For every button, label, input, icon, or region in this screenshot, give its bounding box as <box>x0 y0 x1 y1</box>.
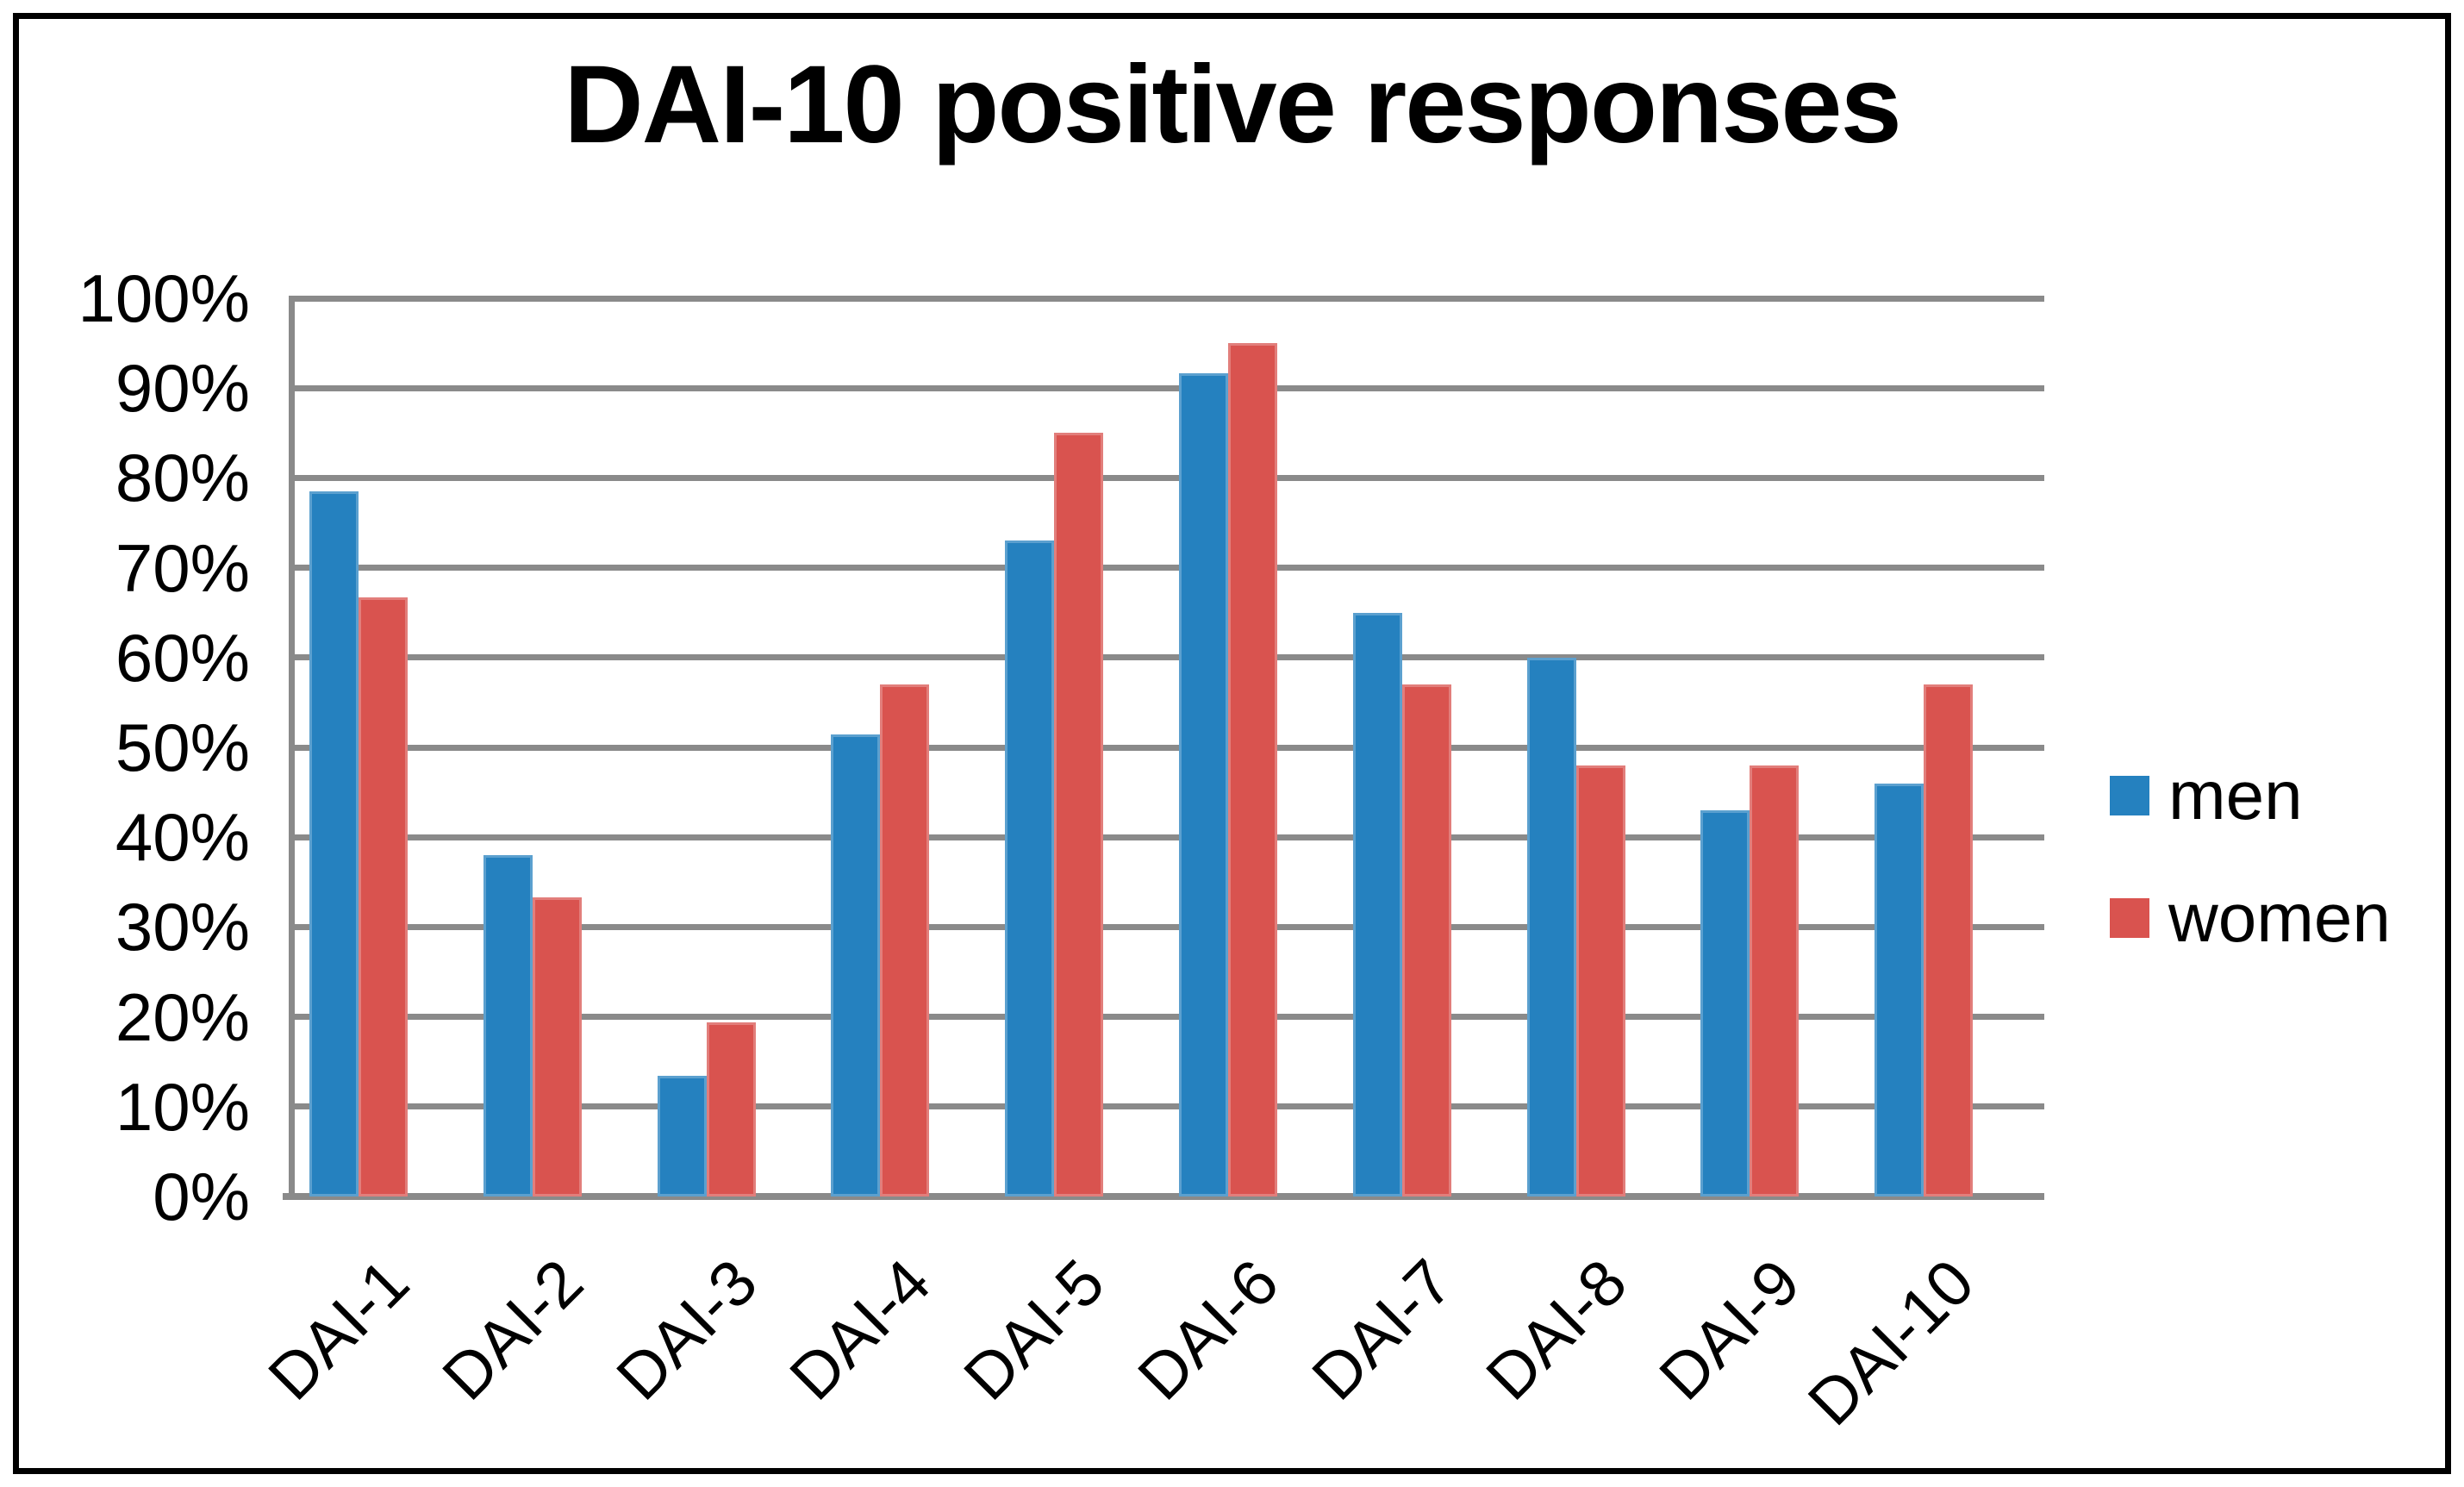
gridline-80 <box>289 474 2044 481</box>
bar-men-DAI-5 <box>1005 540 1055 1196</box>
legend-item-women: women <box>2110 881 2391 955</box>
bar-women-DAI-5 <box>1054 433 1104 1196</box>
legend-item-men: men <box>2110 759 2303 833</box>
gridline-30 <box>289 923 2044 930</box>
x-axis-line <box>283 1193 2044 1200</box>
bar-men-DAI-2 <box>483 855 533 1196</box>
bar-women-DAI-7 <box>1401 684 1451 1196</box>
gridline-20 <box>289 1014 2044 1021</box>
y-tick-label-20: 20% <box>115 978 250 1055</box>
bar-women-DAI-2 <box>532 897 582 1196</box>
y-tick-label-40: 40% <box>115 799 250 876</box>
bar-men-DAI-10 <box>1875 783 1924 1196</box>
plot-area <box>283 295 2044 1200</box>
men-series-swatch <box>2110 776 2149 815</box>
bar-women-DAI-1 <box>359 597 408 1196</box>
y-tick-label-80: 80% <box>115 440 250 516</box>
bar-women-DAI-8 <box>1575 765 1625 1196</box>
y-tick-label-70: 70% <box>115 529 250 606</box>
bar-men-DAI-6 <box>1179 372 1228 1196</box>
bar-men-DAI-3 <box>657 1076 707 1196</box>
y-tick-label-50: 50% <box>115 709 250 785</box>
bar-women-DAI-9 <box>1750 765 1800 1196</box>
bar-men-DAI-9 <box>1700 809 1750 1196</box>
y-tick-label-10: 10% <box>115 1068 250 1145</box>
bar-men-DAI-8 <box>1526 657 1576 1196</box>
bar-women-DAI-6 <box>1228 343 1277 1196</box>
y-tick-label-30: 30% <box>115 889 250 965</box>
chart-title: DAI-10 positive responses <box>564 43 1902 166</box>
bar-men-DAI-1 <box>309 491 359 1196</box>
y-tick-label-100: 100% <box>78 260 251 336</box>
gridline-50 <box>289 744 2044 751</box>
gridline-70 <box>289 565 2044 572</box>
bar-men-DAI-4 <box>831 734 881 1196</box>
gridline-40 <box>289 834 2044 840</box>
women-series-swatch <box>2110 898 2149 938</box>
women-series-label: women <box>2168 879 2391 956</box>
gridline-10 <box>289 1103 2044 1110</box>
y-tick-label-0: 0% <box>153 1159 250 1234</box>
gridline-100 <box>289 295 2044 302</box>
bar-women-DAI-10 <box>1924 684 1974 1196</box>
bar-men-DAI-7 <box>1352 612 1402 1196</box>
men-series-label: men <box>2168 757 2303 834</box>
y-tick-label-90: 90% <box>115 350 250 427</box>
gridline-60 <box>289 654 2044 661</box>
bar-women-DAI-3 <box>706 1022 756 1196</box>
bar-women-DAI-4 <box>880 684 930 1196</box>
y-tick-label-60: 60% <box>115 619 250 696</box>
gridline-90 <box>289 384 2044 391</box>
